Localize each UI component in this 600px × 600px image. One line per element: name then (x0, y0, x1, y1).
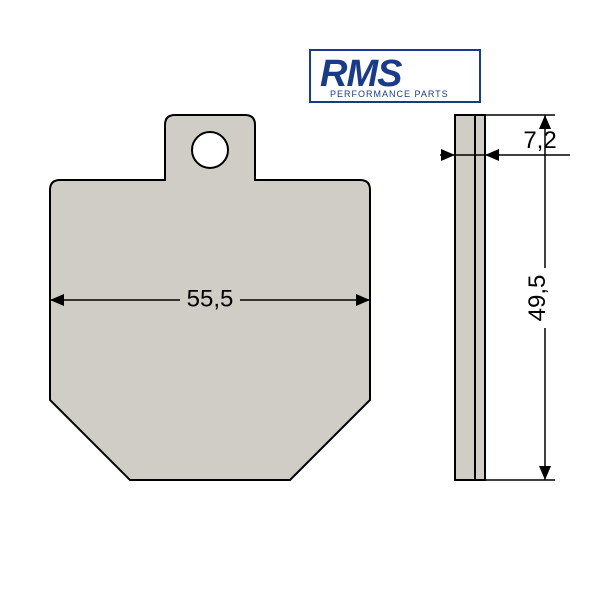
side-profile (455, 115, 485, 480)
dim-height: 49,5 (485, 115, 560, 480)
mount-hole (192, 132, 228, 168)
logo-sub: PERFORMANCE PARTS (330, 89, 449, 99)
front-view: 55,5 (50, 115, 370, 480)
side-view (455, 115, 485, 480)
logo-box: RMS PERFORMANCE PARTS (310, 50, 480, 102)
dim-width-label: 55,5 (187, 285, 234, 312)
dim-height-label: 49,5 (524, 275, 551, 322)
dim-thickness-label: 7,2 (523, 127, 556, 154)
technical-drawing: 55,5 49,5 7,2 RMS P (0, 0, 600, 600)
